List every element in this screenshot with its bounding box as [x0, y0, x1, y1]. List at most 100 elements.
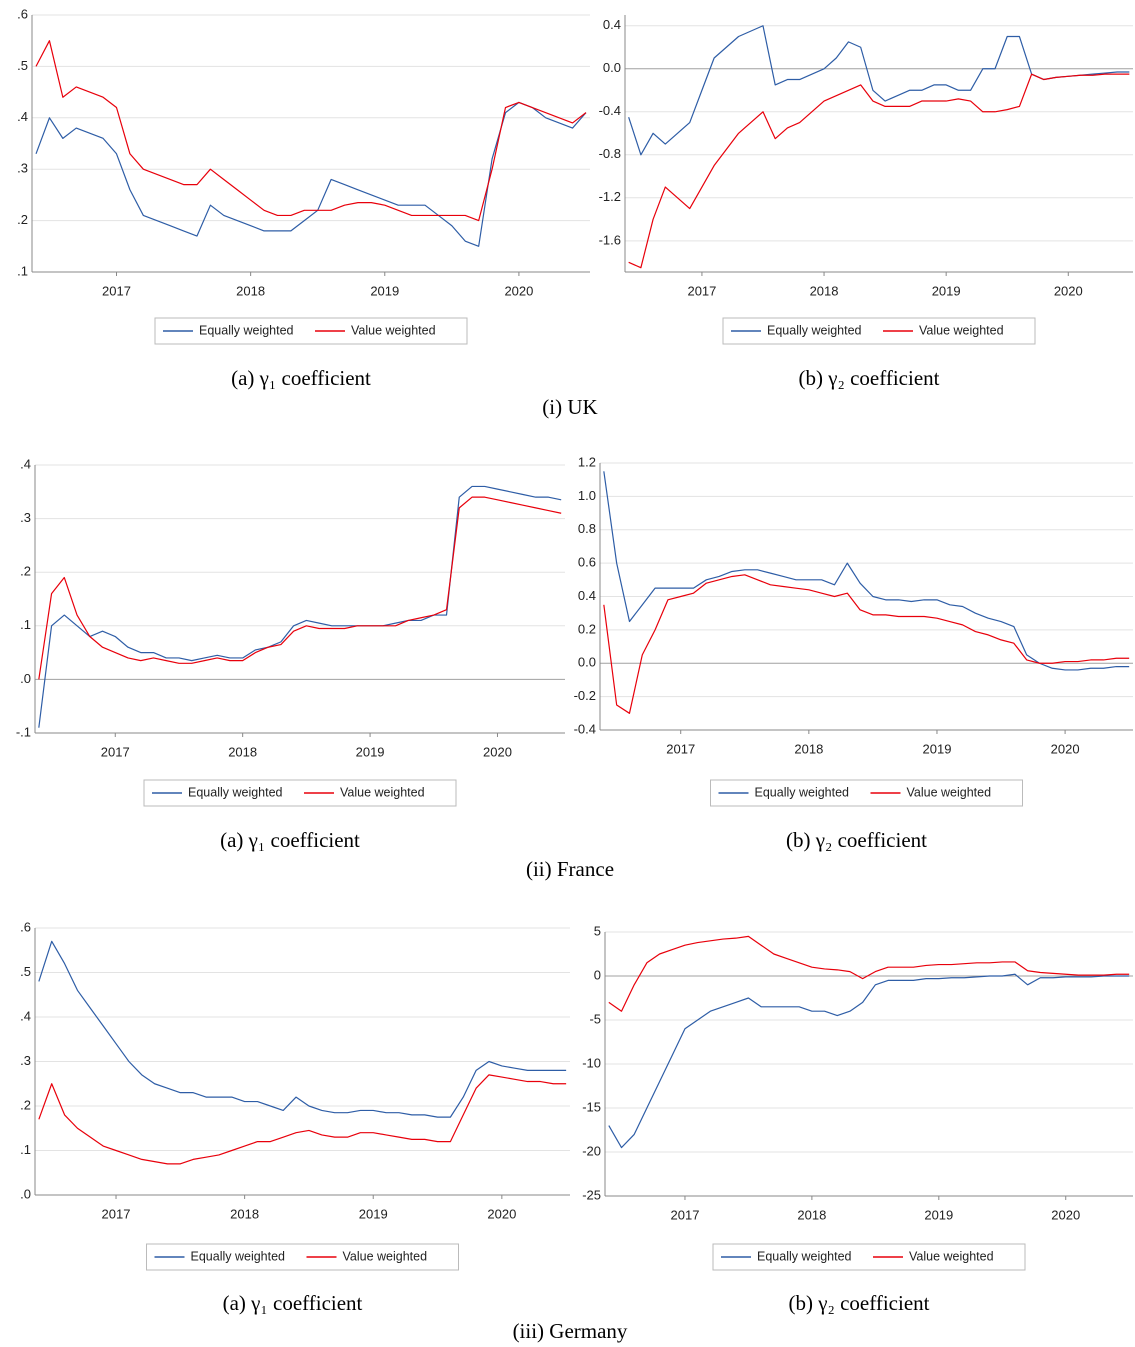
y-tick-label: 0.2	[578, 621, 596, 636]
x-tick-label: 2017	[687, 283, 716, 298]
x-tick-label: 2019	[370, 283, 399, 298]
legend: Equally weighted Value weighted	[710, 779, 1023, 807]
series-line	[603, 574, 1130, 714]
y-tick-label: 0.4	[603, 17, 621, 32]
y-tick-label: -.1	[16, 724, 31, 739]
legend-box	[710, 779, 1023, 807]
legend-label: Equally weighted	[757, 1249, 852, 1263]
legend-box	[146, 1243, 459, 1271]
y-tick-label: 0	[594, 967, 601, 982]
y-tick-label: 0.8	[578, 521, 596, 536]
x-tick-label: 2017	[671, 1207, 700, 1222]
legend-label: Value weighted	[351, 323, 436, 337]
legend-label: Value weighted	[907, 785, 992, 799]
y-tick-label: -0.2	[574, 688, 596, 703]
x-tick-label: 2019	[356, 744, 385, 759]
series-line	[608, 935, 1130, 1012]
x-tick-label: 2019	[359, 1206, 388, 1221]
x-tick-label: 2020	[504, 283, 533, 298]
series-line	[603, 471, 1130, 671]
y-tick-label: .6	[17, 6, 28, 21]
series-line	[38, 496, 562, 680]
y-tick-label: .0	[20, 671, 31, 686]
y-tick-label: .5	[17, 58, 28, 73]
legend-label: Equally weighted	[199, 323, 294, 337]
y-tick-label: .1	[20, 617, 31, 632]
y-tick-label: 1.0	[578, 488, 596, 503]
legend-label: Equally weighted	[191, 1249, 286, 1263]
legend-label: Equally weighted	[188, 785, 283, 799]
legend: Equally weighted Value weighted	[143, 779, 457, 807]
x-tick-label: 2019	[923, 741, 952, 756]
chart-caption: (b) γ₂ coefficient	[789, 1291, 930, 1315]
series-line	[35, 40, 587, 222]
x-tick-label: 2019	[932, 283, 961, 298]
chart-caption: (a) γ₁ coefficient	[223, 1291, 363, 1315]
x-tick-label: 2017	[666, 741, 695, 756]
x-tick-label: 2018	[810, 283, 839, 298]
y-tick-label: 0.0	[578, 655, 596, 670]
y-tick-label: .2	[17, 212, 28, 227]
legend-box	[712, 1243, 1026, 1271]
x-tick-label: 2019	[924, 1207, 953, 1222]
y-tick-label: .2	[20, 1097, 31, 1112]
y-tick-label: -5	[589, 1011, 601, 1026]
legend-label: Value weighted	[340, 785, 425, 799]
y-tick-label: .4	[20, 456, 31, 471]
series-line	[38, 485, 562, 728]
y-tick-label: -1.6	[599, 232, 621, 247]
legend-box	[722, 317, 1036, 345]
x-tick-label: 2018	[230, 1206, 259, 1221]
y-tick-label: -20	[582, 1143, 601, 1158]
y-tick-label: -0.4	[599, 103, 621, 118]
group-caption: (iii) Germany	[513, 1319, 628, 1343]
y-tick-label: 0.6	[578, 555, 596, 570]
y-tick-label: .3	[20, 1053, 31, 1068]
legend: Equally weighted Value weighted	[154, 317, 468, 345]
y-tick-label: -10	[582, 1055, 601, 1070]
y-tick-label: -0.4	[574, 721, 596, 736]
x-tick-label: 2020	[483, 744, 512, 759]
x-tick-label: 2017	[102, 1206, 131, 1221]
y-tick-label: -25	[582, 1187, 601, 1202]
legend-label: Value weighted	[919, 323, 1004, 337]
x-tick-label: 2018	[797, 1207, 826, 1222]
y-tick-label: -15	[582, 1099, 601, 1114]
y-tick-label: 5	[594, 923, 601, 938]
legend: Equally weighted Value weighted	[712, 1243, 1026, 1271]
y-tick-label: -0.8	[599, 146, 621, 161]
legend-box	[154, 317, 468, 345]
x-tick-label: 2020	[1051, 741, 1080, 756]
chart-caption: (a) γ₁ coefficient	[231, 366, 371, 390]
x-tick-label: 2018	[228, 744, 257, 759]
chart-caption: (b) γ₂ coefficient	[799, 366, 940, 390]
x-tick-label: 2018	[236, 283, 265, 298]
legend-label: Equally weighted	[767, 323, 862, 337]
y-tick-label: 0.4	[578, 588, 596, 603]
legend-box	[143, 779, 457, 807]
series-line	[38, 1074, 567, 1165]
x-tick-label: 2018	[794, 741, 823, 756]
x-tick-label: 2017	[102, 283, 131, 298]
y-tick-label: .5	[20, 964, 31, 979]
y-tick-label: -1.2	[599, 189, 621, 204]
series-line	[35, 101, 587, 247]
series-line	[628, 73, 1130, 269]
chart-caption: (a) γ₁ coefficient	[220, 828, 360, 852]
y-tick-label: 0.0	[603, 60, 621, 75]
y-tick-label: 1.2	[578, 454, 596, 469]
legend-label: Value weighted	[343, 1249, 428, 1263]
y-tick-label: .0	[20, 1186, 31, 1201]
series-line	[608, 973, 1130, 1149]
group-caption: (i) UK	[542, 395, 597, 419]
legend-label: Value weighted	[909, 1249, 994, 1263]
x-tick-label: 2020	[1051, 1207, 1080, 1222]
y-tick-label: .4	[20, 1008, 31, 1023]
x-tick-label: 2020	[487, 1206, 516, 1221]
legend: Equally weighted Value weighted	[722, 317, 1036, 345]
y-tick-label: .4	[17, 109, 28, 124]
y-tick-label: .3	[20, 510, 31, 525]
chart-caption: (b) γ₂ coefficient	[786, 828, 927, 852]
y-tick-label: .6	[20, 919, 31, 934]
